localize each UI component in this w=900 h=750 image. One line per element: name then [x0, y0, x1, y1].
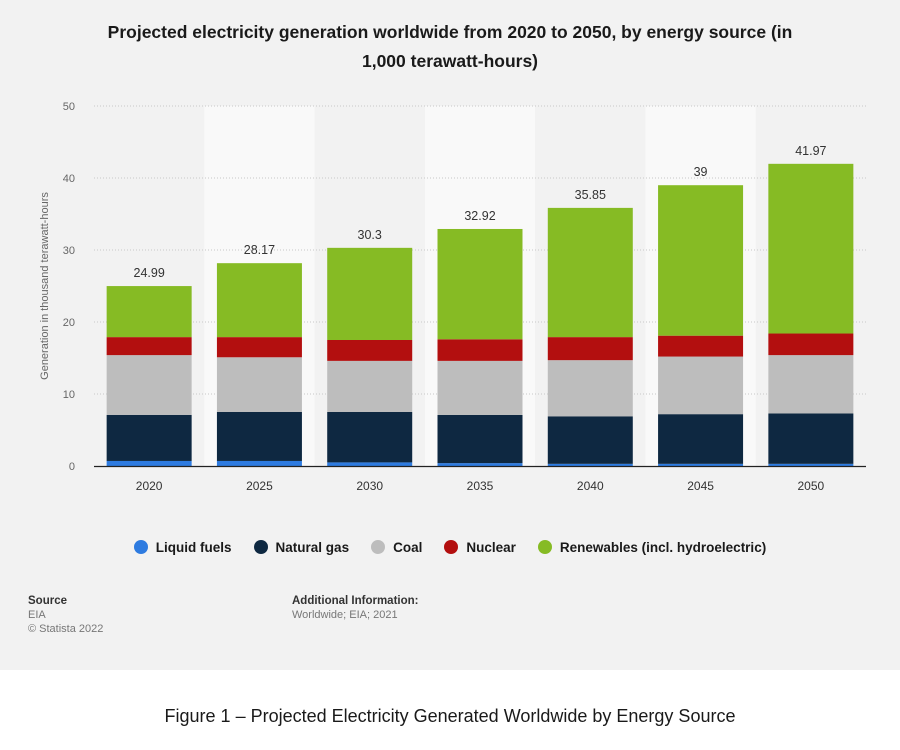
- legend-label: Natural gas: [275, 539, 350, 555]
- legend-item: Renewables (incl. hydroelectric): [537, 539, 767, 555]
- chart-title: Projected electricity generation worldwi…: [40, 18, 860, 76]
- bar-segment-liquid-fuels: [547, 463, 633, 466]
- bar-segment-liquid-fuels: [327, 462, 413, 466]
- legend-swatch: [371, 540, 386, 554]
- bar-total-label: 28.17: [244, 243, 275, 257]
- legend-item: Liquid fuels: [133, 539, 232, 555]
- bar-total-label: 32.92: [464, 209, 495, 223]
- x-tick-label: 2050: [798, 479, 825, 493]
- additional-info-title: Additional Information:: [292, 595, 419, 607]
- legend-item: Coal: [371, 540, 422, 555]
- bar-total-label: 35.85: [575, 188, 606, 202]
- copyright: © Statista 2022: [28, 623, 104, 635]
- bar-segment-natural-gas: [658, 414, 744, 464]
- bar-segment-liquid-fuels: [106, 460, 192, 466]
- y-axis-label: Generation in thousand terawatt-hours: [39, 192, 51, 380]
- source-title: Source: [28, 595, 67, 607]
- y-tick-label: 40: [63, 173, 75, 185]
- chart-panel: Projected electricity generation worldwi…: [0, 0, 900, 670]
- legend-label: Coal: [393, 539, 423, 555]
- bar-total-label: 24.99: [134, 266, 165, 280]
- x-tick-label: 2025: [246, 479, 273, 493]
- legend-label: Renewables (incl. hydroelectric): [559, 539, 767, 555]
- bar-segment-nuclear: [768, 333, 854, 356]
- bar-segment-natural-gas: [106, 414, 192, 461]
- bar-segment-nuclear: [106, 337, 192, 356]
- legend-item: Nuclear: [444, 540, 516, 555]
- x-tick-label: 2035: [467, 479, 494, 493]
- chart-title-line-1: Projected electricity generation worldwi…: [107, 22, 793, 42]
- bar-segment-nuclear: [437, 339, 523, 361]
- bar-segment-coal: [327, 360, 413, 412]
- bar-segment-natural-gas: [437, 414, 523, 464]
- source-block: Source EIA © Statista 2022: [28, 594, 103, 636]
- bar-segment-renewables-incl-hydroelectric: [437, 228, 523, 340]
- legend-label: Liquid fuels: [155, 539, 232, 555]
- bar-segment-renewables-incl-hydroelectric: [768, 163, 854, 334]
- chart-legend: Liquid fuels Natural gas Coal Nuclear Renewa…: [0, 536, 900, 558]
- bar-segment-renewables-incl-hydroelectric: [547, 207, 633, 338]
- x-tick-label: 2045: [687, 479, 714, 493]
- x-tick-label: 2020: [136, 479, 163, 493]
- bar-segment-natural-gas: [216, 412, 302, 461]
- bar-segment-coal: [216, 357, 302, 412]
- bar-segment-liquid-fuels: [216, 460, 302, 466]
- additional-info-text: Worldwide; EIA; 2021: [292, 609, 398, 621]
- bar-segment-natural-gas: [768, 413, 854, 464]
- bar-segment-renewables-incl-hydroelectric: [216, 263, 302, 338]
- legend-swatch: [253, 540, 268, 554]
- chart-title-line-2: 1,000 terawatt-hours): [361, 51, 539, 71]
- bar-segment-coal: [106, 355, 192, 415]
- bar-segment-nuclear: [658, 335, 744, 357]
- y-tick-label: 0: [69, 461, 75, 473]
- additional-info-block: Additional Information: Worldwide; EIA; …: [292, 594, 418, 622]
- bar-segment-renewables-incl-hydroelectric: [106, 286, 192, 338]
- bar-segment-coal: [768, 355, 854, 414]
- bar-total-label: 41.97: [795, 144, 826, 158]
- bar-segment-natural-gas: [327, 412, 413, 463]
- bar-segment-coal: [547, 360, 633, 417]
- legend-swatch: [444, 540, 459, 554]
- legend-item: Natural gas: [253, 539, 350, 555]
- legend-swatch: [133, 540, 148, 554]
- bar-segment-natural-gas: [547, 416, 633, 464]
- legend-swatch: [537, 540, 552, 554]
- y-tick-label: 30: [63, 245, 75, 257]
- bar-segment-coal: [658, 356, 744, 415]
- bar-segment-liquid-fuels: [658, 463, 744, 466]
- bar-segment-nuclear: [547, 337, 633, 361]
- bar-segment-renewables-incl-hydroelectric: [658, 185, 744, 336]
- y-tick-label: 20: [63, 317, 75, 329]
- bar-total-label: 39: [694, 165, 708, 179]
- bar-segment-liquid-fuels: [437, 463, 523, 466]
- bar-segment-liquid-fuels: [768, 463, 854, 466]
- figure-caption: Figure 1 – Projected Electricity Generat…: [164, 706, 736, 726]
- x-tick-label: 2030: [356, 479, 383, 493]
- bar-segment-coal: [437, 360, 523, 415]
- y-tick-label: 10: [63, 389, 75, 401]
- bar-segment-renewables-incl-hydroelectric: [327, 247, 413, 340]
- legend-label: Nuclear: [466, 539, 516, 555]
- bar-segment-nuclear: [216, 337, 302, 358]
- bar-total-label: 30.3: [358, 228, 382, 242]
- x-tick-label: 2040: [577, 479, 604, 493]
- y-tick-label: 50: [63, 101, 75, 113]
- source-name: EIA: [28, 609, 46, 621]
- bar-segment-nuclear: [327, 340, 413, 361]
